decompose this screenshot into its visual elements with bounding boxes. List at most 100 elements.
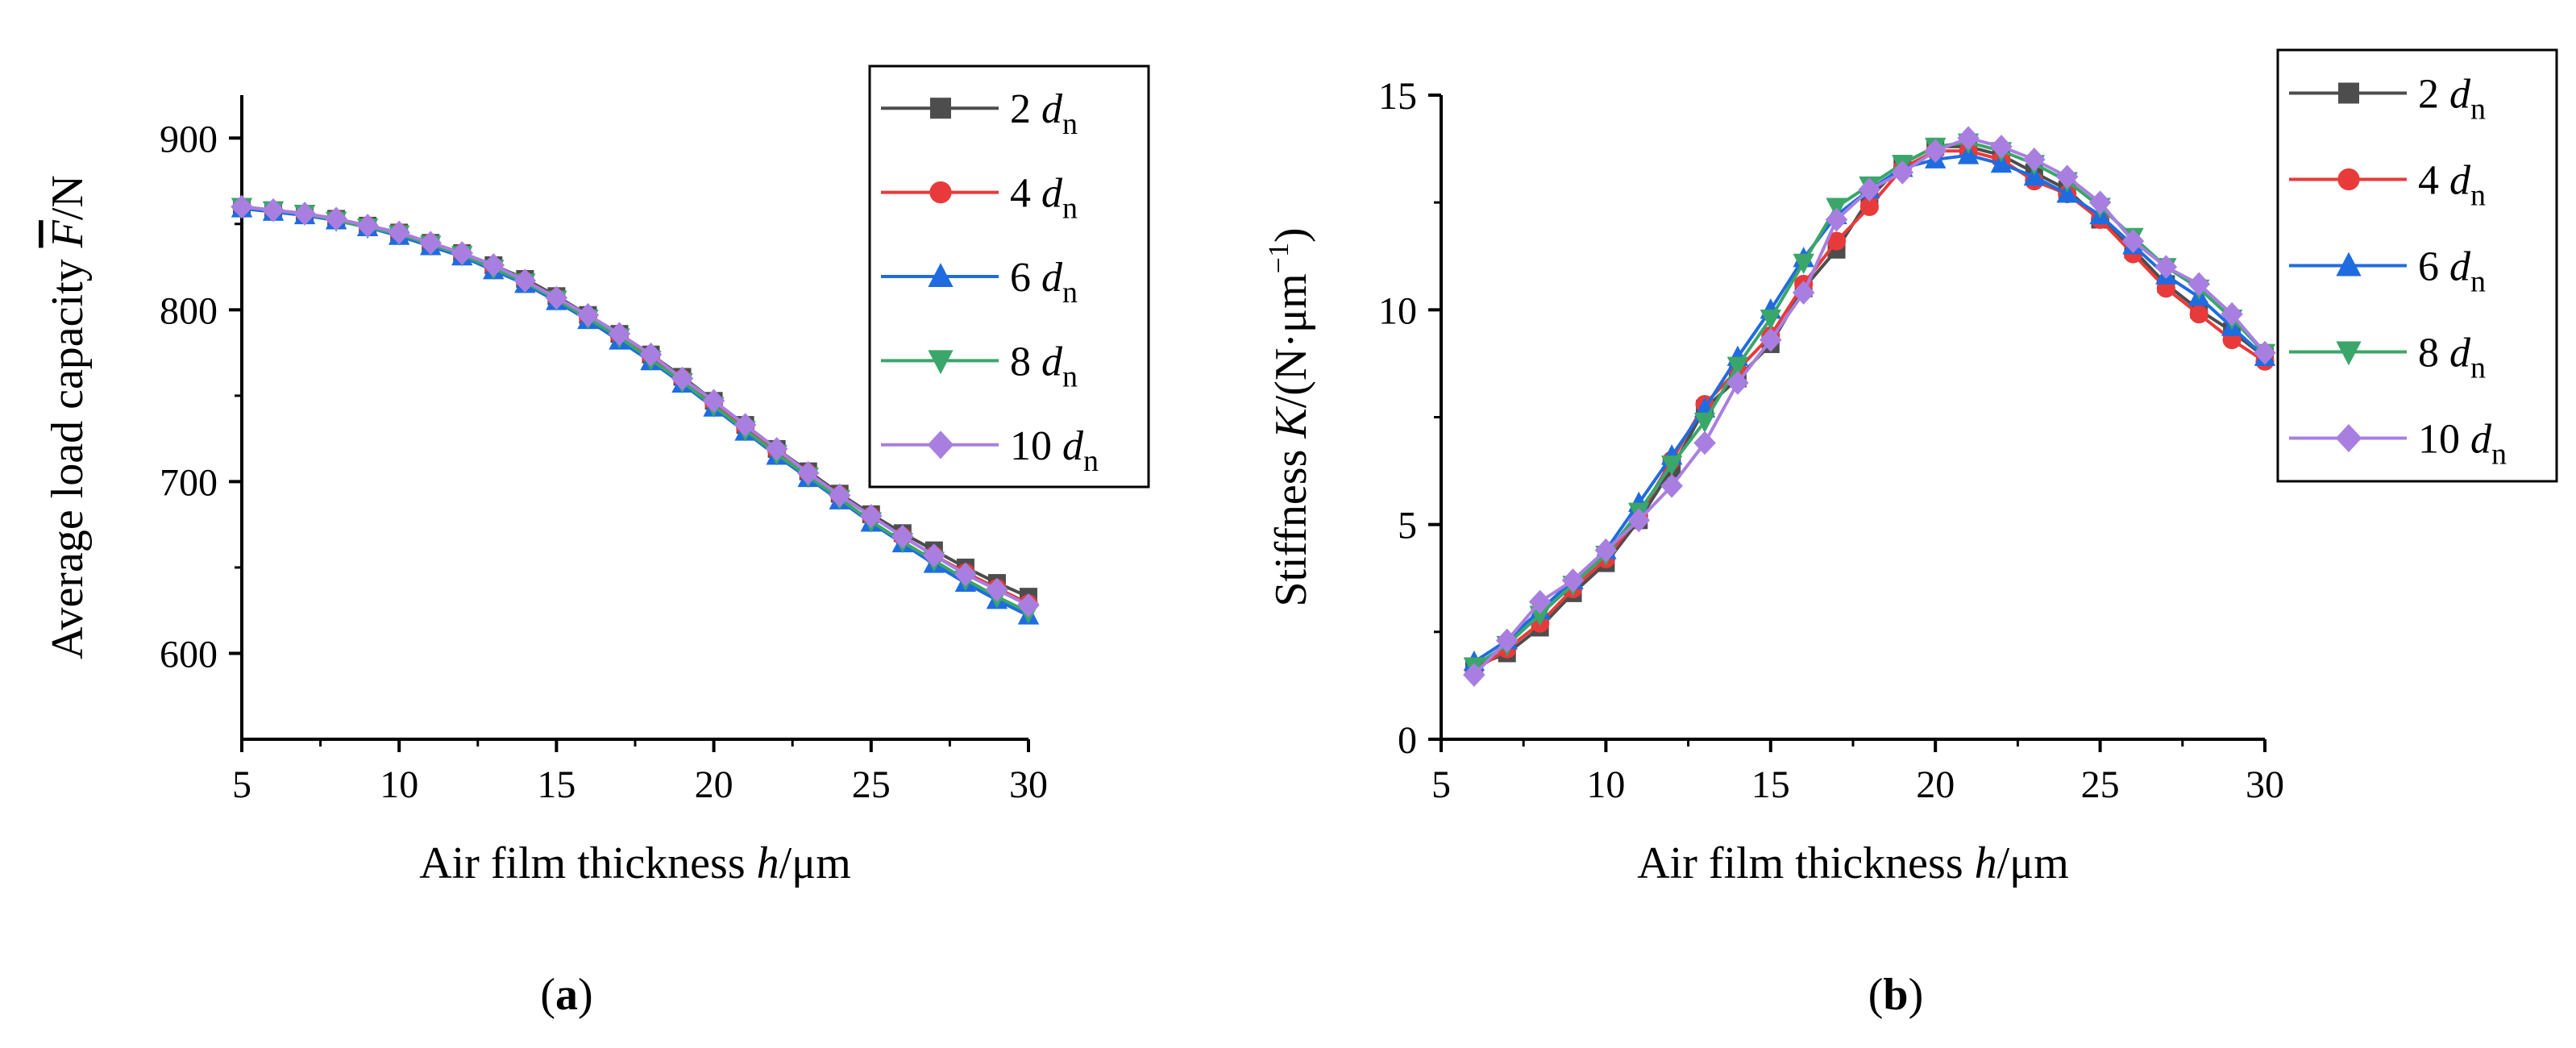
x-tick-label: 25 — [852, 763, 891, 806]
legend-marker-8-dn — [928, 350, 954, 375]
data-point-10-dn — [2055, 164, 2079, 189]
y-tick-label: 5 — [1398, 505, 1417, 547]
data-point-10-dn — [262, 198, 285, 222]
legend-marker-2-dn — [930, 98, 951, 119]
data-point-8-dn — [1793, 253, 1814, 275]
data-point-10-dn — [325, 206, 347, 231]
data-point-10-dn — [419, 231, 442, 256]
x-tick-label: 20 — [695, 763, 733, 806]
series-line-8-dn — [1473, 140, 2266, 668]
data-point-6-dn — [2056, 182, 2078, 203]
data-point-10-dn — [608, 322, 631, 347]
data-point-10-dn — [1891, 160, 1914, 185]
x-axis-title: Air film thickness h/μm — [1637, 838, 2069, 888]
panel-label-b: (b) — [1868, 970, 1923, 1020]
data-point-10-dn — [1726, 371, 1749, 395]
x-tick-label: 30 — [2246, 763, 2284, 806]
data-point-10-dn — [513, 268, 537, 293]
legend-label-2-dn: 2 dn — [2418, 72, 2486, 127]
data-point-10-dn — [482, 253, 505, 277]
data-point-10-dn — [1017, 593, 1040, 618]
x-tick-label: 10 — [1586, 763, 1625, 806]
data-point-10-dn — [2254, 340, 2276, 365]
data-point-10-dn — [1627, 508, 1651, 533]
legend-marker-6-dn — [2336, 252, 2362, 277]
data-point-6-dn — [2023, 164, 2046, 186]
x-tick-label: 25 — [2081, 763, 2120, 806]
legend-label-8-dn: 8 dn — [1010, 339, 1078, 393]
legend-marker-6-dn — [928, 263, 954, 287]
data-point-10-dn — [356, 214, 379, 238]
data-point-10-dn — [733, 413, 757, 437]
data-point-10-dn — [293, 202, 316, 226]
data-point-10-dn — [860, 504, 883, 528]
data-point-10-dn — [231, 194, 253, 219]
data-point-10-dn — [1825, 207, 1848, 232]
legend-label-2-dn: 2 dn — [1010, 86, 1078, 141]
series-line-6-dn — [1473, 153, 2266, 663]
panel-label-a: (a) — [540, 970, 592, 1020]
x-tick-label: 20 — [1916, 763, 1955, 806]
data-point-10-dn — [796, 460, 820, 485]
data-point-10-dn — [765, 437, 788, 461]
x-tick-label: 5 — [232, 763, 251, 806]
legend-label-6-dn: 6 dn — [2418, 244, 2486, 299]
data-point-10-dn — [2121, 229, 2145, 253]
y-tick-label: 600 — [160, 633, 218, 676]
data-point-8-dn — [1760, 309, 1781, 331]
series-10-dn — [1463, 126, 2276, 687]
series-2-dn — [1465, 137, 2274, 676]
data-point-10-dn — [891, 524, 914, 549]
data-point-10-dn — [2023, 148, 2046, 172]
y-axis-title: Stiffness K/(N·μm−1) — [1262, 227, 1316, 606]
data-point-10-dn — [1463, 663, 1485, 687]
data-point-10-dn — [829, 483, 851, 508]
data-point-4-dn — [1827, 231, 1847, 251]
legend-marker-4-dn — [2337, 168, 2360, 191]
series-line-4-dn — [1473, 149, 2266, 672]
x-axis-title: Air film thickness h/μm — [419, 838, 851, 888]
x-tick-label: 10 — [380, 763, 418, 806]
data-point-10-dn — [2188, 272, 2210, 297]
data-point-10-dn — [1858, 177, 1881, 202]
y-tick-label: 700 — [160, 461, 218, 504]
data-point-8-dn — [1529, 605, 1551, 626]
y-tick-label: 900 — [160, 118, 218, 160]
x-tick-label: 30 — [1009, 763, 1048, 806]
data-point-10-dn — [1660, 473, 1683, 498]
data-point-10-dn — [954, 562, 977, 587]
legend-marker-4-dn — [929, 181, 952, 204]
data-point-6-dn — [1990, 152, 2013, 173]
data-point-10-dn — [1561, 568, 1585, 593]
y-tick-label: 15 — [1378, 75, 1417, 118]
data-point-10-dn — [923, 543, 945, 568]
legend-marker-10-dn — [927, 430, 954, 460]
data-point-10-dn — [1957, 126, 1980, 151]
legend-label-4-dn: 4 dn — [2418, 158, 2486, 213]
y-tick-label: 800 — [160, 289, 218, 332]
chart-panel-a: 5 10 15 20 25 30 600 700 800 900 Air film thicknes… — [43, 64, 1150, 1020]
series-4-dn — [1465, 141, 2275, 680]
legend-marker-2-dn — [2338, 82, 2359, 104]
series-6-dn — [1463, 143, 2276, 672]
data-point-10-dn — [2154, 255, 2178, 279]
series-10-dn — [231, 194, 1040, 618]
data-point-8-dn — [1660, 455, 1683, 476]
data-point-10-dn — [388, 220, 410, 245]
series-line-2-dn — [1473, 144, 2266, 668]
x-tick-label: 15 — [537, 763, 575, 806]
data-point-10-dn — [2221, 302, 2243, 326]
legend-label-4-dn: 4 dn — [1010, 171, 1078, 226]
data-point-10-dn — [1792, 281, 1815, 305]
data-point-10-dn — [1594, 538, 1618, 563]
data-point-10-dn — [1990, 135, 2013, 159]
data-point-10-dn — [986, 577, 1008, 602]
data-point-8-dn — [1693, 412, 1716, 434]
data-point-10-dn — [576, 302, 600, 327]
series-line-10-dn — [1473, 136, 2266, 676]
data-point-8-dn — [1726, 356, 1749, 377]
legend: 2 dn 4 dn 6 dn 8 dn 10 dn — [868, 64, 1150, 489]
data-point-10-dn — [451, 241, 474, 265]
